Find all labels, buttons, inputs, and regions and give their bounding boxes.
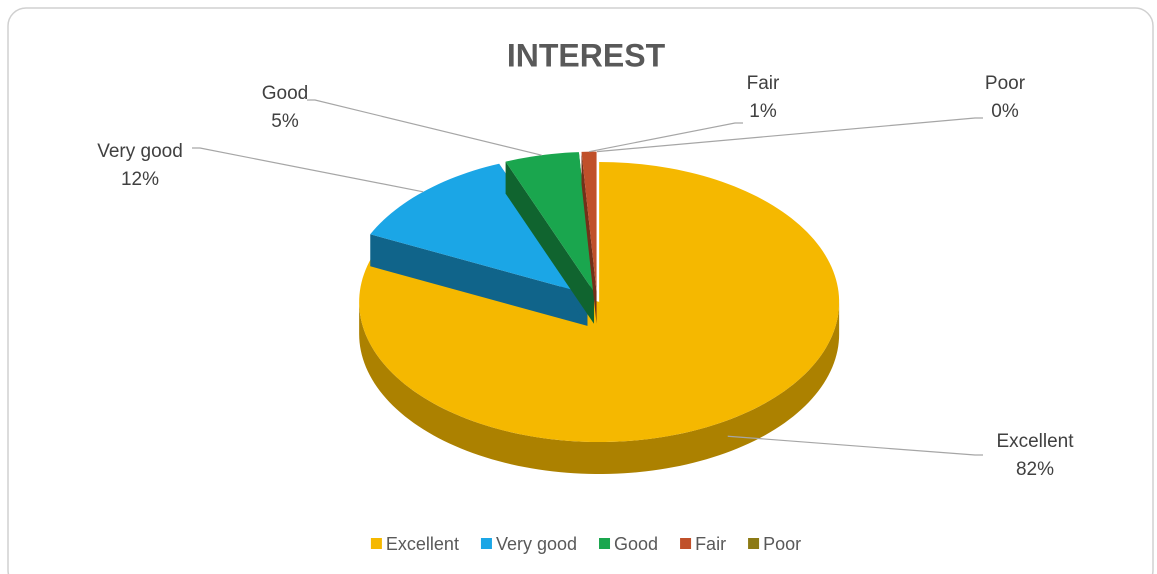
slice-top [581, 151, 597, 292]
leader-line [588, 122, 743, 153]
leader-line [596, 117, 983, 153]
slice-top [359, 162, 840, 443]
legend-swatch [370, 538, 382, 549]
data-label: 0% [991, 101, 1019, 122]
slice-wall [505, 161, 594, 324]
data-label-name: Excellent [996, 431, 1074, 452]
data-label-name: Very good [97, 141, 183, 162]
legend-label: Very good [496, 534, 577, 554]
legend-label: Poor [763, 534, 801, 554]
legend-swatch [680, 538, 692, 549]
leader-line [192, 147, 424, 193]
legend-label: Fair [695, 534, 726, 554]
pie-slice [505, 152, 594, 324]
data-label: 1% [749, 101, 777, 122]
data-label: 12% [121, 169, 159, 190]
slice-top [370, 163, 588, 294]
slice-wall [581, 151, 597, 324]
slice-wall [370, 234, 588, 326]
chart-title: INTEREST [507, 37, 666, 73]
data-label-name: Good [262, 83, 308, 104]
data-label-name: Fair [747, 73, 780, 94]
legend-label: Excellent [386, 534, 459, 554]
leader-line [727, 435, 983, 456]
legend-swatch [599, 538, 611, 549]
leader-line [307, 99, 542, 156]
legend-swatch [480, 538, 492, 549]
data-label: 82% [1016, 459, 1054, 480]
slice-top [505, 152, 594, 292]
data-label-name: Poor [985, 73, 1026, 94]
legend-swatch [748, 538, 760, 549]
pie-slice [581, 151, 597, 324]
legend-label: Good [614, 534, 658, 554]
slice-side [359, 302, 840, 475]
data-label: 5% [271, 111, 299, 132]
